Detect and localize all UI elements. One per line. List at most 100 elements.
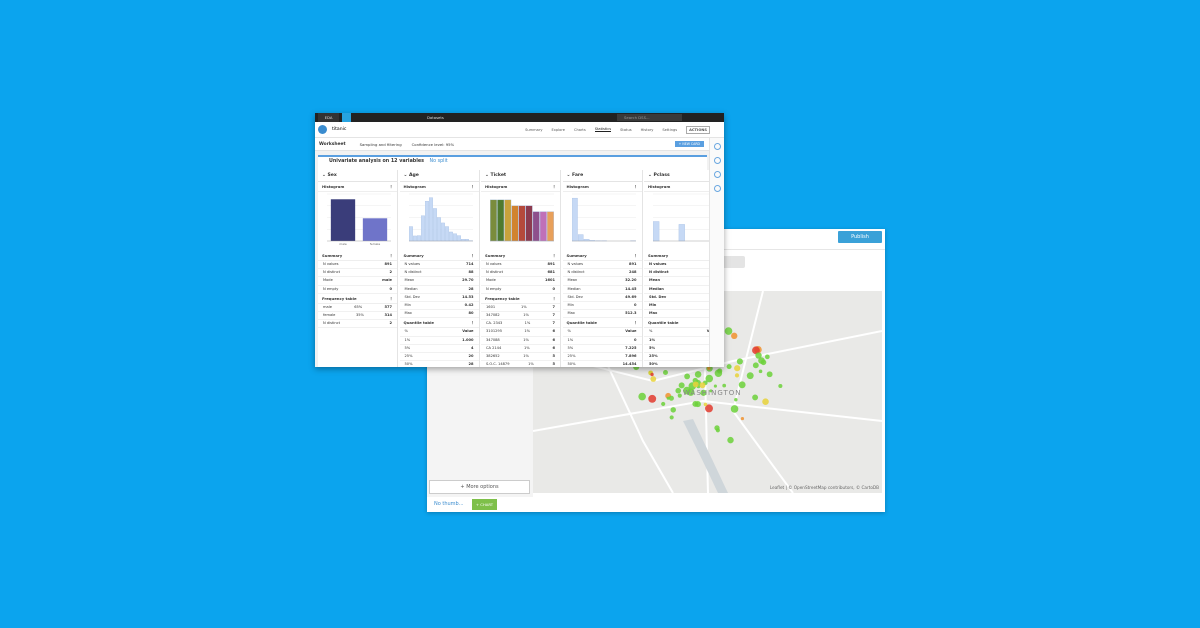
publish-button[interactable]: Publish	[838, 231, 882, 243]
cell: 1%	[520, 304, 527, 309]
map-point	[694, 400, 701, 408]
histogram-bar	[678, 224, 685, 242]
map-point	[736, 358, 743, 365]
histogram-bar	[330, 199, 356, 241]
cell: 49.69	[625, 294, 637, 299]
map-point	[717, 368, 723, 374]
side-icon[interactable]	[714, 143, 721, 150]
map-point	[692, 381, 699, 388]
cell: 32.20	[625, 278, 637, 283]
histogram-bar	[436, 217, 441, 242]
map-point	[705, 404, 713, 413]
cell: 80	[468, 311, 474, 316]
map-point	[727, 436, 734, 444]
confidence[interactable]: Confidence level: 95%	[411, 141, 455, 147]
sampling[interactable]: Sampling and filtering	[359, 141, 402, 147]
input-field	[719, 256, 745, 268]
cell: Mode	[486, 278, 496, 283]
cell: N values	[404, 262, 421, 267]
histogram-bar	[583, 239, 589, 242]
cell: 891	[384, 262, 392, 267]
summary-row: Max	[644, 310, 723, 319]
summary-row: Median 14.45	[562, 286, 642, 294]
tab[interactable]: Status	[620, 127, 632, 132]
histogram-bar	[432, 208, 437, 242]
column-name: Age	[408, 173, 419, 178]
cell: 347088	[486, 337, 500, 342]
cell: 25%	[567, 353, 576, 358]
map-point	[758, 357, 765, 364]
cell: 28	[468, 286, 474, 291]
tab[interactable]: ACTIONS	[686, 125, 710, 134]
cell: 7	[552, 321, 555, 326]
section-label: Frequency table	[322, 295, 357, 301]
header-cell: Value	[462, 329, 474, 334]
histogram-bar	[448, 231, 453, 242]
map-point	[669, 415, 674, 420]
side-icon[interactable]	[714, 171, 721, 178]
tab[interactable]: Statistics	[594, 127, 612, 132]
table-row: 5%	[644, 345, 723, 353]
summary-row: Median 28	[399, 286, 479, 294]
section-title: Histogram ⋮	[562, 182, 642, 192]
table-row: male 65% 577	[318, 304, 397, 312]
cell: CA 2144	[486, 345, 502, 350]
search[interactable]: Search DSS...	[617, 114, 682, 121]
table-row: 25% 20	[399, 353, 479, 362]
cell: N values	[486, 262, 502, 267]
cell: male	[382, 278, 392, 283]
map-label: WASHINGTON	[683, 389, 742, 397]
cell: 5%	[404, 345, 411, 350]
summary-row: Std. Dev	[644, 294, 723, 302]
flow-icon[interactable]	[342, 113, 351, 122]
header-cell: Value	[625, 329, 637, 334]
cell: 25%	[649, 353, 658, 358]
map-point	[713, 384, 717, 388]
category-label: male	[339, 242, 347, 246]
cell: Median	[649, 286, 664, 291]
histogram-bar	[362, 218, 388, 241]
tabs: Summary Explore Charts Statistics Status Hist…	[516, 125, 710, 134]
summary-row: N distinct 88	[399, 269, 479, 278]
section-title: Histogram ⋮	[481, 182, 560, 192]
chart-button[interactable]: + CHART	[472, 499, 497, 510]
map-point	[738, 381, 746, 389]
cell: 65%	[354, 304, 363, 309]
more-options-button[interactable]: + More options	[429, 480, 530, 494]
new-card-button[interactable]: + NEW CARD	[674, 141, 704, 147]
histogram-bar	[539, 211, 547, 242]
cell: N values	[567, 262, 584, 267]
tab[interactable]: Settings	[662, 127, 678, 132]
histogram-bar	[428, 197, 433, 242]
map-point	[724, 327, 733, 335]
section-title: Histogram ⋮	[399, 182, 479, 192]
map-point	[638, 392, 646, 401]
map-point	[661, 401, 666, 407]
map-point	[758, 369, 763, 374]
split[interactable]: No split	[429, 159, 448, 164]
cell: 50%	[649, 362, 658, 367]
tab[interactable]: Explore	[551, 127, 565, 132]
map-point	[650, 376, 657, 382]
side-icon[interactable]	[714, 185, 721, 192]
map-point	[734, 373, 740, 378]
summary-row: N distinct 2	[318, 269, 397, 278]
summary-row: Max 80	[399, 310, 479, 319]
section-title: Summary ⋮	[481, 251, 560, 261]
histogram	[571, 193, 636, 242]
tab[interactable]: History	[640, 127, 654, 132]
table-header: % Value	[399, 328, 479, 337]
map-point	[709, 389, 713, 393]
table-row: 50% 28	[400, 361, 479, 367]
attribution: Leaflet | © OpenStreetMap contributors, …	[770, 485, 879, 490]
tab[interactable]: Summary	[525, 127, 543, 132]
table-row: 3101295 1% 6	[481, 328, 560, 337]
cell: 382652	[486, 353, 500, 358]
worksheet[interactable]: Worksheet	[319, 141, 346, 147]
card-title-row: Univariate analysis on 12 variables No s…	[329, 159, 448, 164]
map-point	[764, 354, 770, 360]
cell: 577	[384, 304, 392, 309]
side-icon[interactable]	[714, 157, 721, 164]
cell: 1%	[523, 313, 529, 318]
tab[interactable]: Charts	[573, 127, 586, 132]
